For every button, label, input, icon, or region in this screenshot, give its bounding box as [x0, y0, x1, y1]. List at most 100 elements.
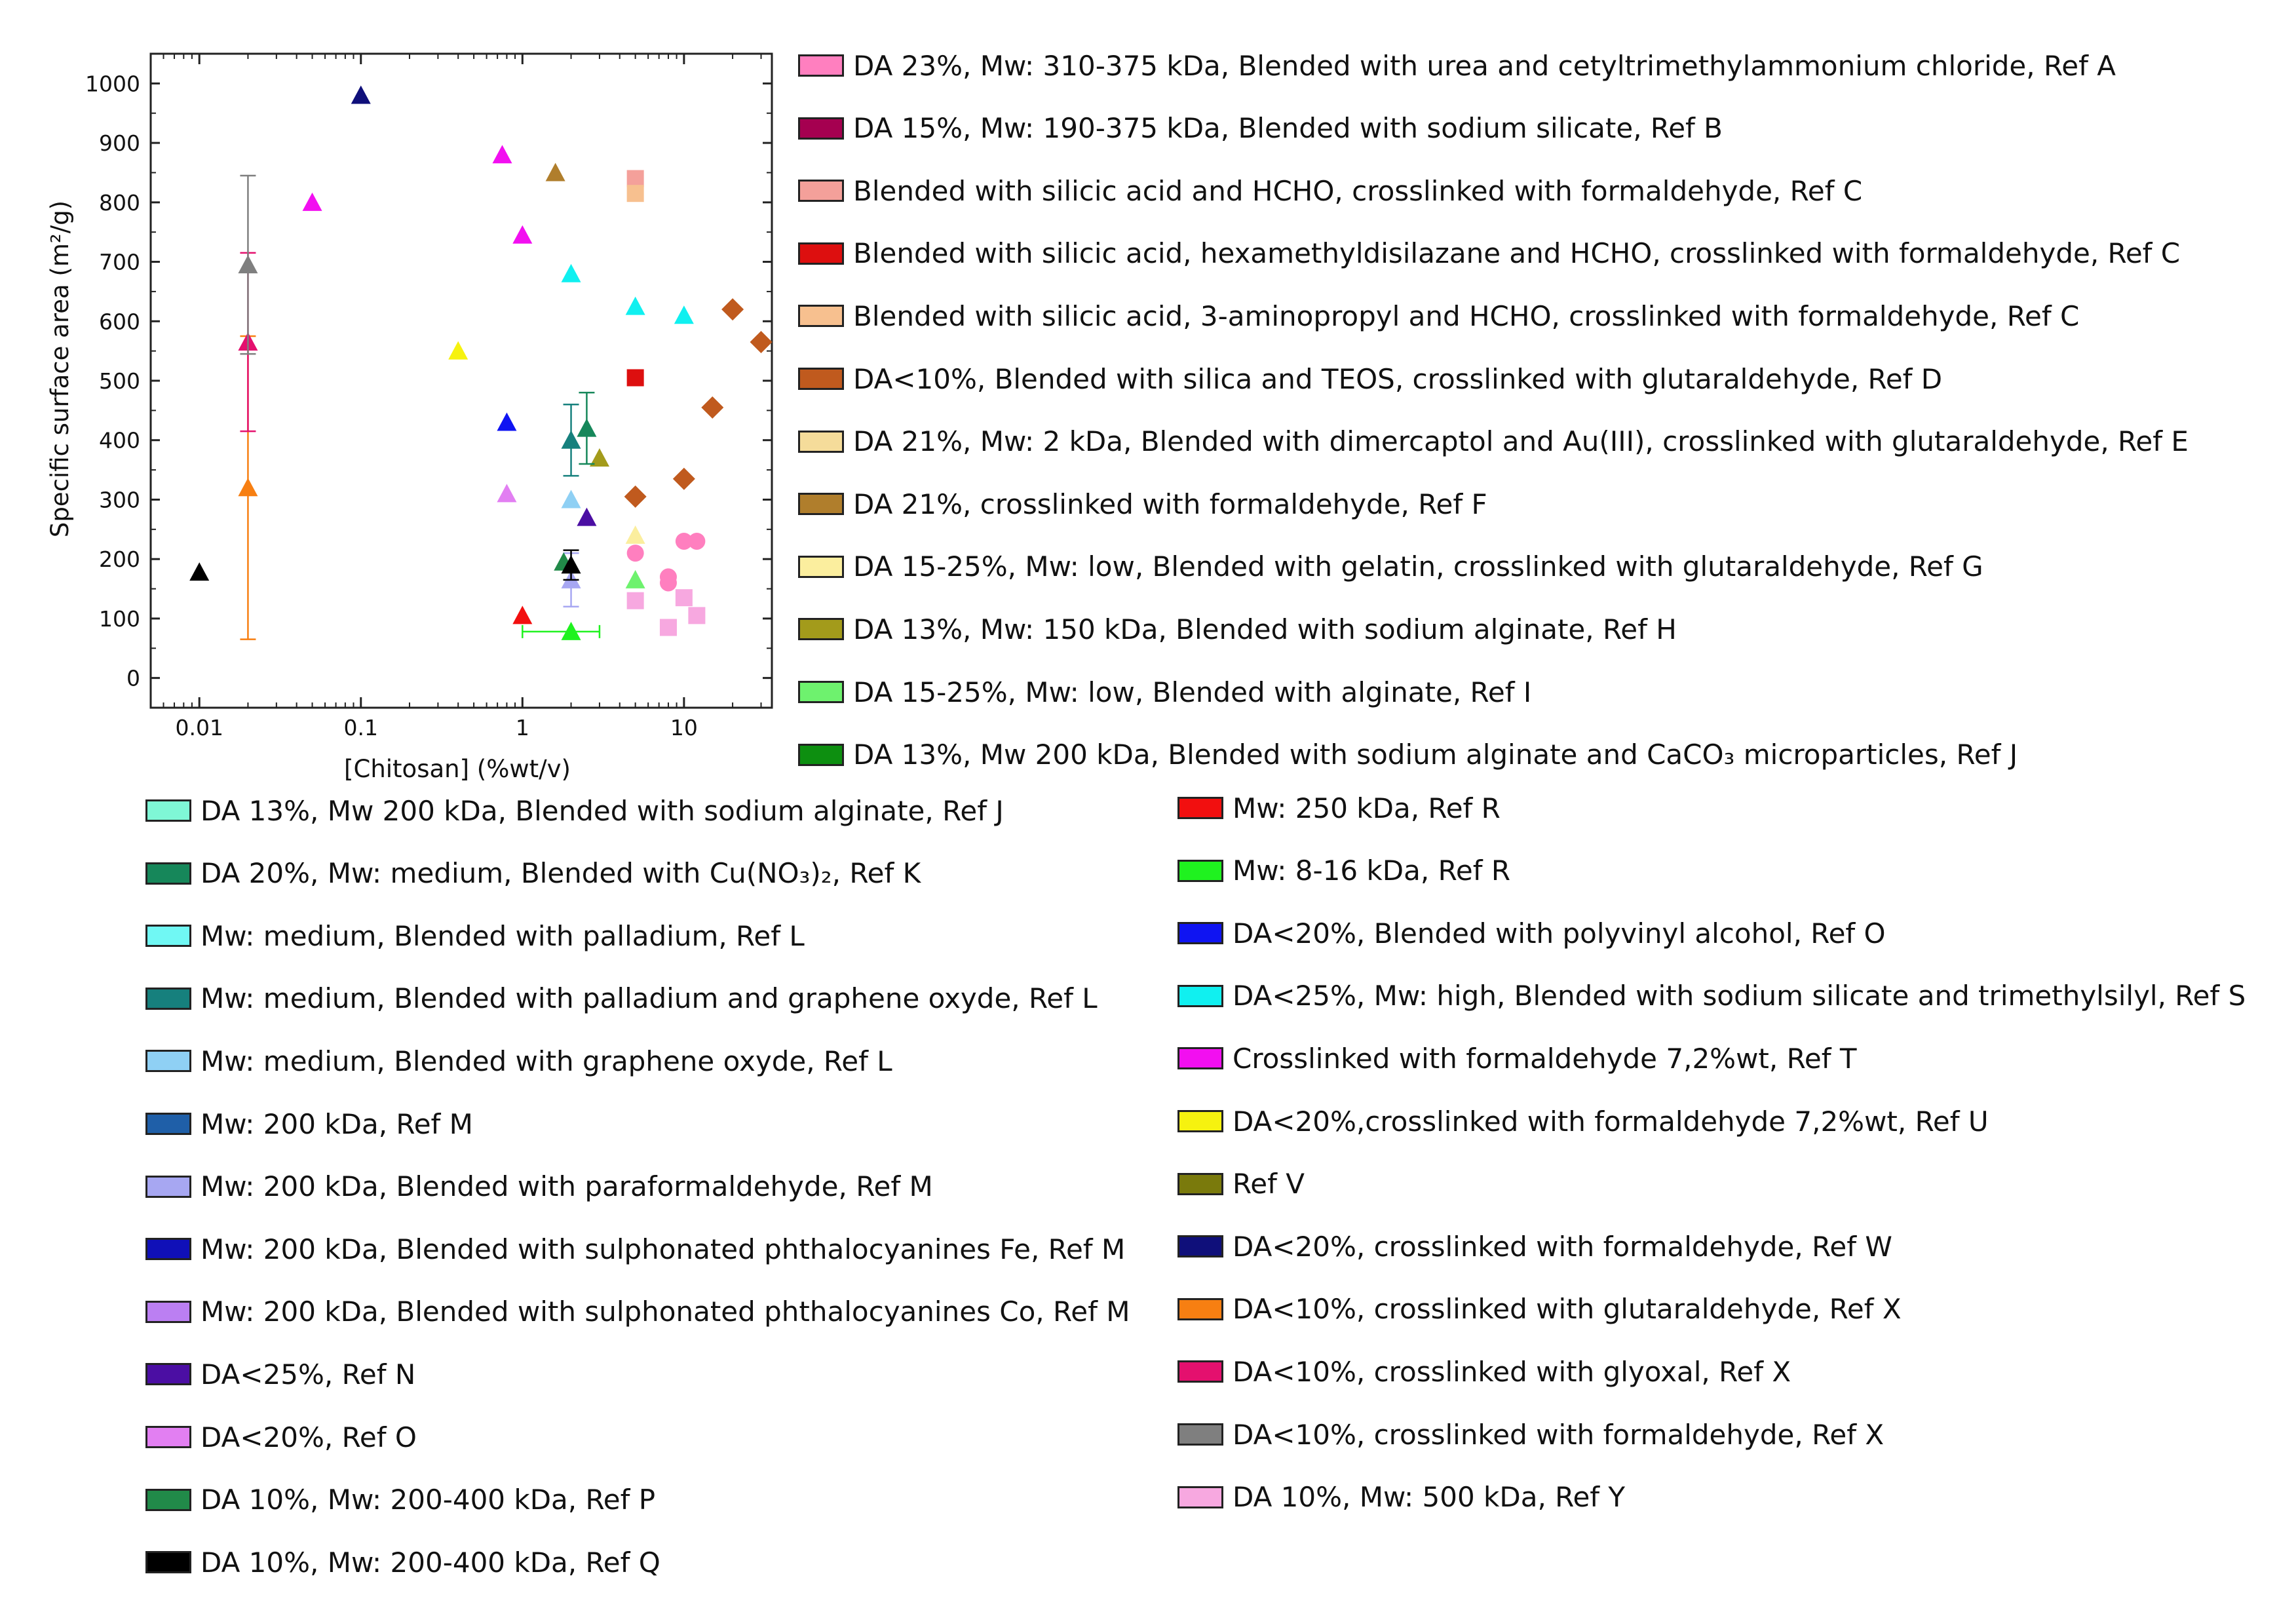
legend-label: DA 13%, Mw 200 kDa, Blended with sodium …	[201, 794, 1004, 827]
data-point-triangle	[561, 555, 581, 574]
legend-entry: DA<20%, Ref O	[145, 1420, 417, 1454]
x-tick-label: 10	[670, 715, 698, 740]
data-point-triangle	[189, 562, 210, 581]
y-tick-label: 400	[99, 428, 140, 453]
legend-entry: DA<25%, Ref N	[145, 1357, 415, 1391]
legend-swatch	[1177, 984, 1223, 1007]
legend-label: DA<20%, Ref O	[201, 1421, 417, 1453]
data-point-square	[626, 185, 644, 202]
plot-frame	[149, 52, 773, 709]
legend-label: DA 10%, Mw: 500 kDa, Ref Y	[1233, 1481, 1626, 1514]
legend-swatch	[145, 1363, 191, 1386]
data-point-triangle	[625, 569, 645, 588]
legend-entry: DA<10%, crosslinked with glutaraldehyde,…	[1177, 1292, 1902, 1326]
x-tick-label: 0.01	[175, 715, 223, 740]
data-point-triangle	[625, 525, 645, 544]
legend-swatch	[145, 1050, 191, 1073]
legend-entry: DA 13%, Mw 200 kDa, Blended with sodium …	[798, 738, 2018, 772]
legend-entry: Crosslinked with formaldehyde 7,2%wt, Re…	[1177, 1041, 1857, 1075]
legend-label: DA<20%, Blended with polyvinyl alcohol, …	[1233, 917, 1886, 950]
legend-label: DA 13%, Mw 200 kDa, Blended with sodium …	[853, 739, 2018, 771]
data-point-triangle	[561, 489, 581, 509]
data-point-triangle	[497, 412, 517, 431]
legend-entry: DA 20%, Mw: medium, Blended with Cu(NO₃)…	[145, 856, 921, 891]
y-tick-label: 500	[99, 368, 140, 394]
legend-swatch	[145, 1300, 191, 1323]
data-point-triangle	[545, 163, 565, 182]
legend-swatch	[145, 1426, 191, 1448]
legend-label: Mw: medium, Blended with graphene oxyde,…	[201, 1045, 892, 1077]
data-point-triangle	[561, 430, 581, 449]
legend-swatch	[798, 242, 844, 265]
legend-swatch	[1177, 859, 1223, 882]
legend-swatch	[145, 1238, 191, 1261]
legend-label: DA 23%, Mw: 310-375 kDa, Blended with ur…	[853, 49, 2116, 82]
data-point-circle	[659, 574, 677, 592]
legend-entry: DA 10%, Mw: 200-400 kDa, Ref Q	[145, 1545, 660, 1579]
legend-label: Mw: 250 kDa, Ref R	[1233, 792, 1501, 824]
legend-entry: DA 21%, Mw: 2 kDa, Blended with dimercap…	[798, 425, 2189, 459]
data-point-square	[659, 619, 677, 636]
legend-entry: DA<20%, Blended with polyvinyl alcohol, …	[1177, 916, 1886, 950]
legend-entry: DA<10%, crosslinked with formaldehyde, R…	[1177, 1417, 1884, 1451]
data-point-triangle	[674, 305, 694, 324]
legend-label: Mw: 8-16 kDa, Ref R	[1233, 854, 1511, 887]
legend-entry: Mw: medium, Blended with palladium and g…	[145, 982, 1098, 1016]
data-point-triangle	[577, 507, 597, 526]
legend-entry: Blended with silicic acid, 3-aminopropyl…	[798, 299, 2079, 333]
legend-label: DA 10%, Mw: 200-400 kDa, Ref Q	[201, 1546, 660, 1579]
legend-swatch	[798, 681, 844, 703]
y-axis-title: Specific surface area (m²/g)	[46, 201, 74, 537]
legend-swatch	[1177, 1360, 1223, 1383]
legend-label: Crosslinked with formaldehyde 7,2%wt, Re…	[1233, 1042, 1857, 1075]
legend-swatch	[145, 1488, 191, 1511]
legend-label: DA<10%, Blended with silica and TEOS, cr…	[853, 362, 1943, 395]
legend-entry: Mw: medium, Blended with palladium, Ref …	[145, 919, 805, 953]
data-point-diamond	[721, 298, 744, 321]
legend-entry: Mw: 200 kDa, Blended with sulphonated ph…	[145, 1232, 1125, 1266]
data-point-square	[626, 369, 644, 387]
legend-entry: DA<10%, crosslinked with glyoxal, Ref X	[1177, 1354, 1791, 1389]
legend-swatch	[798, 305, 844, 328]
legend-label: Mw: 200 kDa, Blended with sulphonated ph…	[201, 1233, 1126, 1265]
data-point-triangle	[512, 605, 533, 624]
x-tick-label: 0.1	[344, 715, 378, 740]
legend-label: DA 13%, Mw: 150 kDa, Blended with sodium…	[853, 613, 1677, 645]
data-point-triangle	[492, 145, 512, 164]
y-tick-label: 200	[99, 547, 140, 572]
legend-entry: Mw: 250 kDa, Ref R	[1177, 791, 1501, 825]
y-tick-label: 900	[99, 130, 140, 156]
y-tick-label: 800	[99, 190, 140, 216]
legend-label: DA 20%, Mw: medium, Blended with Cu(NO₃)…	[201, 857, 921, 890]
legend-label: DA<10%, crosslinked with formaldehyde, R…	[1233, 1418, 1885, 1451]
legend-swatch	[798, 743, 844, 766]
data-point-diamond	[701, 396, 724, 419]
legend-entry: Blended with silicic acid and HCHO, cros…	[798, 174, 1862, 208]
y-tick-label: 700	[99, 250, 140, 275]
legend-entry: DA 21%, crosslinked with formaldehyde, R…	[798, 487, 1487, 521]
data-point-square	[675, 589, 693, 607]
legend-label: DA 15-25%, Mw: low, Blended with alginat…	[853, 676, 1532, 708]
legend-swatch	[145, 1175, 191, 1198]
legend-swatch	[1177, 1297, 1223, 1320]
legend-entry: Mw: 200 kDa, Ref M	[145, 1107, 473, 1141]
data-point-circle	[675, 532, 693, 550]
legend-entry: DA 13%, Mw: 150 kDa, Blended with sodium…	[798, 612, 1677, 646]
legend-swatch	[145, 862, 191, 885]
data-point-triangle	[448, 341, 469, 360]
data-point-triangle	[512, 225, 533, 244]
legend-label: Blended with silicic acid, hexamethyldis…	[853, 237, 2181, 270]
legend-entry: Mw: 200 kDa, Blended with sulphonated ph…	[145, 1295, 1130, 1329]
legend-entry: DA 15-25%, Mw: low, Blended with gelatin…	[798, 550, 1983, 584]
legend-entry: DA 13%, Mw 200 kDa, Blended with sodium …	[145, 794, 1004, 828]
legend-label: DA<20%, crosslinked with formaldehyde, R…	[1233, 1230, 1892, 1263]
legend-swatch	[798, 555, 844, 578]
legend-label: Blended with silicic acid, 3-aminopropyl…	[853, 299, 2080, 332]
legend-entry: Mw: medium, Blended with graphene oxyde,…	[145, 1044, 892, 1078]
data-point-triangle	[589, 448, 609, 467]
legend-swatch	[1177, 1486, 1223, 1508]
legend-entry: DA 15%, Mw: 190-375 kDa, Blended with so…	[798, 111, 1723, 145]
legend-swatch	[798, 618, 844, 641]
legend-label: DA<10%, crosslinked with glutaraldehyde,…	[1233, 1293, 1902, 1326]
legend-label: DA 15-25%, Mw: low, Blended with gelatin…	[853, 550, 1983, 583]
